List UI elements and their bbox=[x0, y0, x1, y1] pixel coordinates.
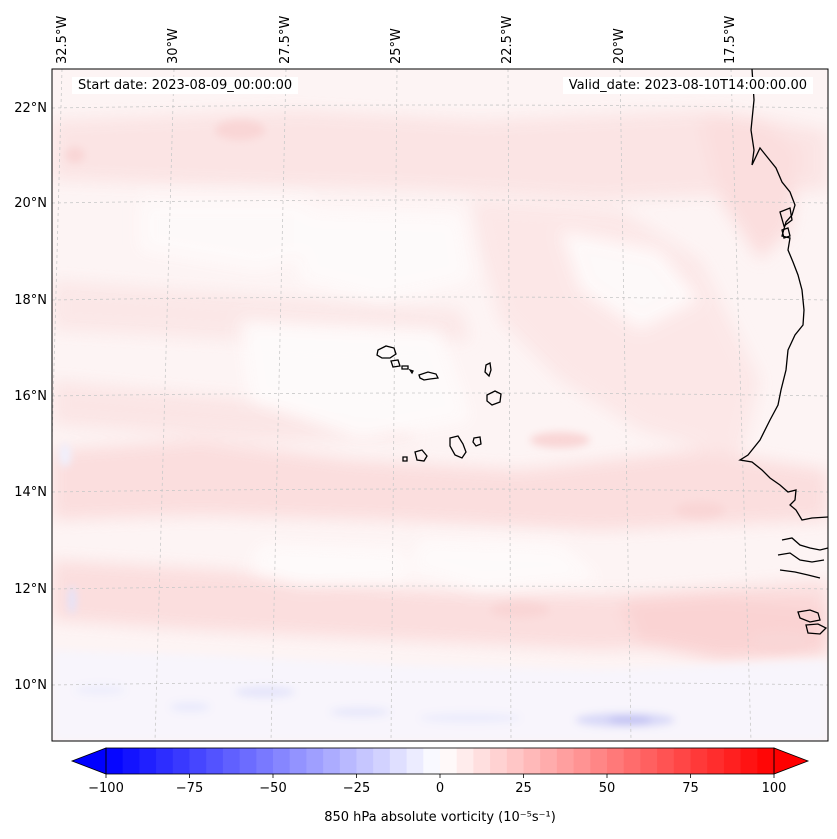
colorbar-tick-label: 75 bbox=[682, 781, 699, 796]
lat-tick-label: 12°N bbox=[14, 582, 47, 597]
coastline bbox=[738, 69, 828, 635]
map-frame bbox=[51, 68, 829, 742]
colorbar-cell bbox=[106, 748, 124, 774]
colorbar-cell bbox=[206, 748, 224, 774]
valid-date-label: Valid_date: 2023-08-10T14:00:00.00 bbox=[562, 77, 813, 94]
colorbar-cell bbox=[640, 748, 658, 774]
lon-tick-label: 17.5°W bbox=[723, 16, 738, 64]
colorbar-cell bbox=[139, 748, 157, 774]
colorbar-cell bbox=[590, 748, 608, 774]
colorbar-tick-label: −75 bbox=[176, 781, 203, 796]
colorbar-cell bbox=[757, 748, 775, 774]
colorbar-cell bbox=[189, 748, 207, 774]
colorbar-cell bbox=[723, 748, 742, 774]
colorbar-cell bbox=[323, 748, 341, 774]
colorbar-cell bbox=[289, 748, 307, 774]
colorbar-cell bbox=[256, 748, 274, 774]
lon-tick-label: 30°W bbox=[166, 28, 181, 64]
colorbar-cell bbox=[440, 748, 458, 774]
colorbar-cell bbox=[156, 748, 174, 774]
colorbar-tick-label: −50 bbox=[259, 781, 286, 796]
colorbar-cell bbox=[523, 748, 541, 774]
vorticity-field bbox=[52, 69, 828, 741]
colorbar-cell bbox=[406, 748, 424, 774]
colorbar-cell bbox=[690, 748, 708, 774]
colorbar-cell bbox=[490, 748, 508, 774]
lat-tick-labels: 22°N 20°N 18°N 16°N 14°N 12°N 10°N bbox=[14, 101, 47, 693]
lon-tick-label: 25°W bbox=[389, 28, 404, 64]
lat-tick-label: 14°N bbox=[14, 485, 47, 500]
colorbar-tick-label: 25 bbox=[515, 781, 532, 796]
colorbar-tick-label: −100 bbox=[88, 781, 124, 796]
colorbar-min-extend bbox=[70, 747, 107, 775]
colorbar-tick-label: 0 bbox=[436, 781, 444, 796]
colorbar-cell bbox=[456, 748, 474, 774]
lon-tick-label: 20°W bbox=[612, 28, 627, 64]
colorbar-cell bbox=[540, 748, 558, 774]
colorbar-cell bbox=[607, 748, 625, 774]
graticule bbox=[52, 69, 828, 741]
lon-tick-labels: 32.5°W 30°W 27.5°W 25°W 22.5°W 20°W 17.5… bbox=[55, 16, 738, 64]
lat-tick-label: 16°N bbox=[14, 389, 47, 404]
lat-tick-label: 18°N bbox=[14, 293, 47, 308]
colorbar-cell bbox=[623, 748, 641, 774]
colorbar-cell bbox=[707, 748, 725, 774]
colorbar-max-extend bbox=[773, 747, 810, 775]
lat-tick-label: 10°N bbox=[14, 678, 47, 693]
colorbar-tick-label: −25 bbox=[343, 781, 370, 796]
colorbar-cell bbox=[239, 748, 257, 774]
colorbar-cell bbox=[356, 748, 374, 774]
colorbar-cell bbox=[473, 748, 491, 774]
colorbar-cell bbox=[273, 748, 291, 774]
colorbar: −100 −75 −50 −25 0 25 50 75 100 850 hPa absolute… bbox=[70, 747, 810, 825]
lon-tick-label: 27.5°W bbox=[278, 16, 293, 64]
cape-verde-islands bbox=[376, 345, 502, 462]
colorbar-cell bbox=[673, 748, 691, 774]
colorbar-tick-label: 50 bbox=[599, 781, 616, 796]
colorbar-cells bbox=[106, 748, 775, 774]
colorbar-label: 850 hPa absolute vorticity (10⁻⁵s⁻¹) bbox=[324, 810, 556, 825]
colorbar-cell bbox=[222, 748, 241, 774]
colorbar-ticks: −100 −75 −50 −25 0 25 50 75 100 bbox=[88, 774, 786, 796]
lon-tick-label: 32.5°W bbox=[55, 16, 70, 64]
colorbar-cell bbox=[506, 748, 524, 774]
colorbar-cell bbox=[172, 748, 190, 774]
lon-tick-label: 22.5°W bbox=[500, 16, 515, 64]
colorbar-tick-label: 100 bbox=[762, 781, 787, 796]
colorbar-cell bbox=[573, 748, 591, 774]
lat-tick-label: 20°N bbox=[14, 196, 47, 211]
colorbar-cell bbox=[423, 748, 441, 774]
colorbar-cell bbox=[373, 748, 391, 774]
colorbar-cell bbox=[339, 748, 357, 774]
colorbar-cell bbox=[657, 748, 675, 774]
start-date-label: Start date: 2023-08-09_00:00:00 bbox=[72, 77, 299, 94]
colorbar-cell bbox=[306, 748, 324, 774]
colorbar-cell bbox=[389, 748, 408, 774]
colorbar-cell bbox=[556, 748, 575, 774]
colorbar-cell bbox=[740, 748, 758, 774]
lat-tick-label: 22°N bbox=[14, 101, 47, 116]
colorbar-cell bbox=[122, 748, 140, 774]
